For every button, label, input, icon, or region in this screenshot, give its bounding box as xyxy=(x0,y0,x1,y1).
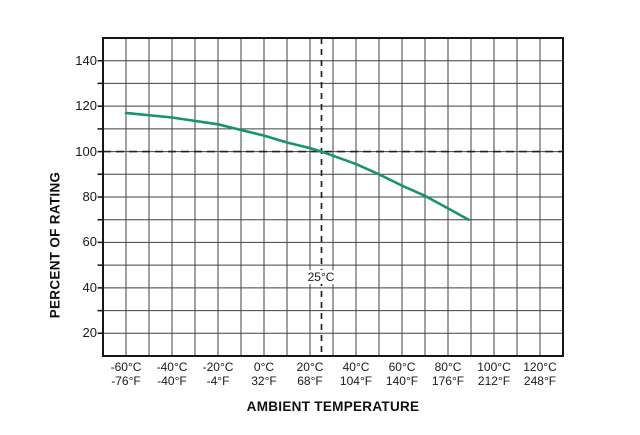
x-tick-label-f-120: 248°F xyxy=(523,374,557,388)
x-tick-label-f--60: -76°F xyxy=(111,374,141,388)
x-tick-label-f-0: 32°F xyxy=(251,374,277,388)
y-tick-label-80: 80 xyxy=(82,189,97,204)
x-tick-label-f-20: 68°F xyxy=(297,374,323,388)
x-tick-label-c-20: 20°C xyxy=(296,360,324,374)
x-tick-label-c-0: 0°C xyxy=(253,360,275,374)
x-tick-label-c-120: 120°C xyxy=(523,360,557,374)
grid-lines xyxy=(103,38,563,356)
x-tick-label-f-100: 212°F xyxy=(477,374,511,388)
y-tick-label-60: 60 xyxy=(82,234,97,250)
x-tick-label-c--40: -40°C xyxy=(156,360,188,374)
x-tick-label-f--20: -4°F xyxy=(206,374,230,388)
x-tick-label-c-40: 40°C xyxy=(342,360,370,374)
x-tick-label-f--40: -40°F xyxy=(157,374,187,388)
x-tick-label-c--20: -20°C xyxy=(202,360,234,374)
y-tick-label-140: 140 xyxy=(75,52,97,68)
y-tick-label-20: 20 xyxy=(82,325,97,341)
y-tick-label-40: 40 xyxy=(82,279,97,295)
x-tick-label-f-40: 104°F xyxy=(339,374,373,388)
x-tick-label-f-60: 140°F xyxy=(385,374,419,388)
x-tick-label-f-80: 176°F xyxy=(431,374,465,388)
y-tick-label-120: 120 xyxy=(75,98,97,114)
x-tick-label-c-80: 80°C xyxy=(434,360,462,374)
percent-of-rating-derating-curve xyxy=(124,111,471,222)
x-axis-title: AMBIENT TEMPERATURE xyxy=(246,399,420,414)
plot-border xyxy=(102,37,564,357)
x-tick-label-c--60: -60°C xyxy=(110,360,142,374)
x-tick-label-c-60: 60°C xyxy=(388,360,416,374)
reference-temperature-label: 25°C xyxy=(304,270,338,284)
y-axis-tick-marks xyxy=(97,59,103,335)
x-tick-label-c-100: 100°C xyxy=(477,360,511,374)
y-tick-label-100: 100 xyxy=(75,143,97,159)
